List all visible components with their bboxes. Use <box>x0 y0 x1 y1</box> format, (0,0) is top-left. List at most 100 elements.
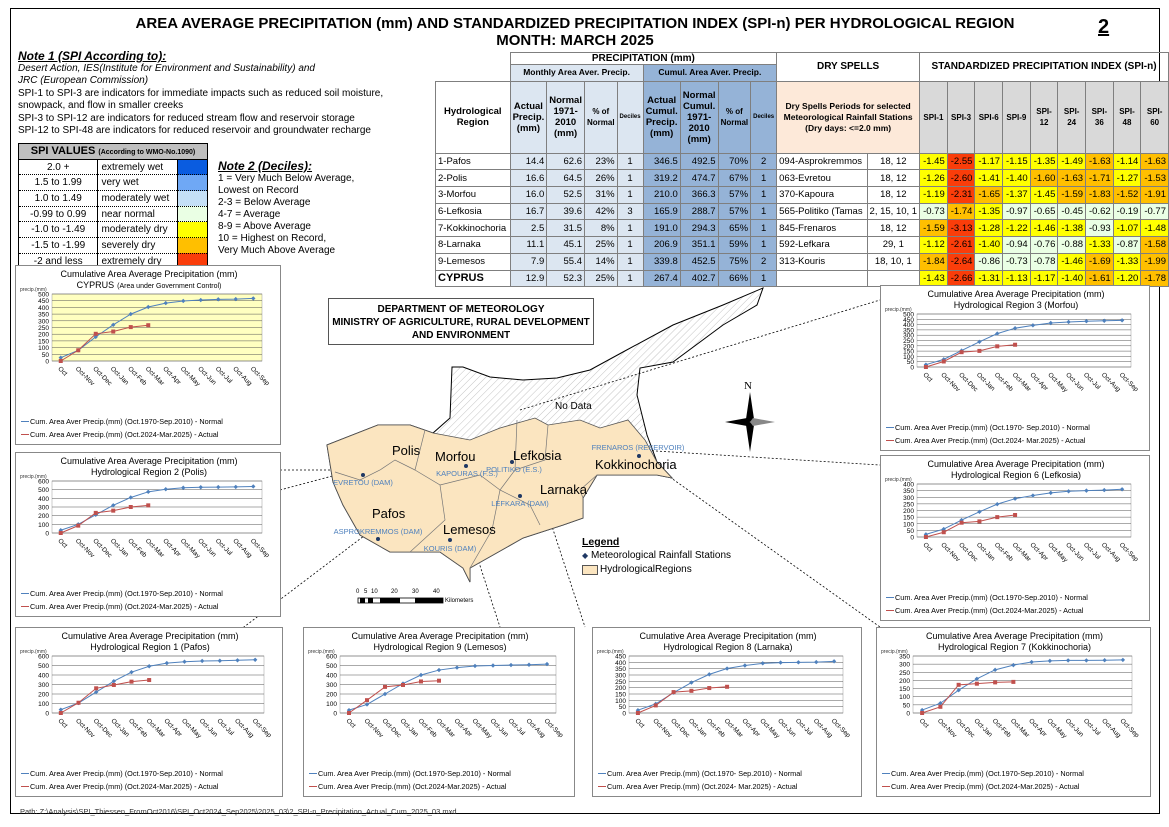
x-tick-label: Oct-Apr <box>1027 717 1048 738</box>
spi-legend-title: SPI VALUES <box>30 145 96 158</box>
y-tick-label: 100 <box>326 701 337 708</box>
data-point-actual <box>94 686 99 691</box>
spi-value: -1.07 <box>1112 219 1142 238</box>
station-marker[interactable] <box>376 537 380 541</box>
data-point-actual <box>93 510 98 515</box>
spi-class: moderately dry <box>97 221 179 239</box>
spi-value: -1.52 <box>1112 186 1142 204</box>
x-tick-label: Oct-Jan <box>975 541 996 562</box>
data-point-actual <box>959 520 964 525</box>
legend-entry: Cum. Area Aver Precip.(mm) (Oct.2024-Mar… <box>895 606 1084 615</box>
station-label: EVRETOU (DAM) <box>333 478 393 487</box>
y-tick-label: 500 <box>903 312 914 319</box>
y-tick-label: 50 <box>42 352 50 359</box>
hydrological-regions-area <box>326 417 674 583</box>
station-label: LEFKARA (DAM) <box>491 499 549 508</box>
spi-color-swatch <box>177 159 208 176</box>
data-point-normal <box>1102 487 1107 493</box>
y-tick-label: 500 <box>38 663 49 670</box>
data-point-actual <box>401 682 405 687</box>
cell-cum-normal: 351.1 <box>679 236 719 254</box>
data-point-actual <box>58 531 63 535</box>
spi-legend-note: (According to WMO-No.1090) <box>98 149 196 157</box>
cell-cum-normal: 474.7 <box>679 169 719 188</box>
chart-title: Cumulative Area Average Precipitation (m… <box>926 631 1103 641</box>
x-tick-label: Oct-Sep <box>1118 717 1140 739</box>
spi-value: -0.45 <box>1057 202 1087 221</box>
station-marker[interactable] <box>464 464 468 468</box>
data-point-actual <box>1013 513 1018 518</box>
data-point-actual <box>111 682 116 687</box>
y-tick-label: 50 <box>903 702 911 709</box>
data-point-actual <box>653 703 658 708</box>
spi-value: -0.19 <box>1112 202 1142 221</box>
y-axis-label: precip.(mm) <box>885 307 912 313</box>
chart-title: Cumulative Area Average Precipitation (m… <box>640 631 817 641</box>
y-tick-label: 200 <box>38 513 49 520</box>
station-marker[interactable] <box>448 538 452 542</box>
y-axis-label: precip.(mm) <box>597 649 624 655</box>
data-point-normal <box>436 667 442 673</box>
spi-class: severely dry <box>97 237 179 254</box>
y-tick-label: 600 <box>38 654 49 661</box>
col-pct: % of Normal <box>583 80 618 154</box>
region-swatch <box>582 564 598 575</box>
spi-value: -1.20 <box>1112 269 1142 288</box>
spi-value: -0.88 <box>1057 236 1087 254</box>
station-marker[interactable] <box>361 473 365 477</box>
y-tick-label: 150 <box>899 686 910 693</box>
note-2-line: 8-9 = Above Average <box>218 221 311 232</box>
data-point-actual <box>923 365 928 369</box>
spi-value: -1.41 <box>974 169 1004 188</box>
x-tick-label: Oct <box>918 717 930 729</box>
legend-entry: Cum. Area Aver Precip.(mm) (Oct.1970-Sep… <box>30 769 223 778</box>
x-tick-label: Oct <box>56 365 68 377</box>
spi-legend-row: -1.0 to -1.49 moderately dry <box>18 221 208 239</box>
cell-actual: 2.5 <box>509 219 548 238</box>
station-marker[interactable] <box>637 454 641 458</box>
cell-cum-actual: 191.0 <box>642 219 681 238</box>
y-tick-label: 350 <box>899 654 910 661</box>
data-point-normal <box>995 331 1000 336</box>
data-point-actual <box>941 530 946 535</box>
cell-cum-decile: 1 <box>750 186 778 204</box>
data-point-actual <box>146 323 151 328</box>
spi-range: -0.99 to 0.99 <box>18 206 99 223</box>
station-marker[interactable] <box>510 460 514 464</box>
y-tick-label: 100 <box>38 701 49 708</box>
col-cum-decile: Deciles <box>750 80 778 154</box>
data-point-actual <box>689 688 694 693</box>
data-point-normal <box>251 484 256 489</box>
cell-cum-actual: 267.4 <box>642 269 681 288</box>
data-point-normal <box>163 487 168 492</box>
y-tick-label: 300 <box>38 682 49 689</box>
y-tick-label: 100 <box>615 698 626 705</box>
data-point-actual <box>347 711 351 715</box>
region-label: Lemesos <box>443 522 496 537</box>
cell-cum-actual: 210.0 <box>642 186 681 204</box>
y-axis-label: precip.(mm) <box>885 477 912 483</box>
chart-subtitle: CYPRUS (Area under Government Control) <box>77 280 222 290</box>
y-tick-label: 350 <box>903 327 914 334</box>
y-tick-label: 500 <box>326 663 337 670</box>
data-point-normal <box>1048 490 1053 496</box>
spi-range: 2.0 + <box>18 159 99 176</box>
data-point-normal <box>1102 658 1107 663</box>
north-label: N <box>744 380 752 392</box>
data-point-actual <box>1013 342 1018 347</box>
chart-title: Cumulative Area Average Precipitation (m… <box>352 631 529 641</box>
chart-title: Cumulative Area Average Precipitation (m… <box>928 289 1105 299</box>
spi-value: -1.12 <box>919 236 948 254</box>
station-marker[interactable] <box>518 494 522 498</box>
scale-tick: 30 <box>412 589 419 595</box>
chart-subtitle-text: Hydrological Region 9 (Lemesos) <box>373 642 506 652</box>
chart-pafos: Cumulative Area Average Precipitation (m… <box>15 627 283 797</box>
cell-cum-normal: 288.7 <box>679 202 719 221</box>
chart-subtitle-text: Hydrological Region 2 (Polis) <box>91 467 207 477</box>
y-tick-label: 400 <box>38 496 49 503</box>
y-tick-label: 300 <box>903 333 914 340</box>
plot-area <box>912 655 1133 714</box>
y-tick-label: 200 <box>903 343 914 350</box>
legend-entry: Cum. Area Aver Precip.(mm) (Oct.2024-Mar… <box>891 782 1080 791</box>
